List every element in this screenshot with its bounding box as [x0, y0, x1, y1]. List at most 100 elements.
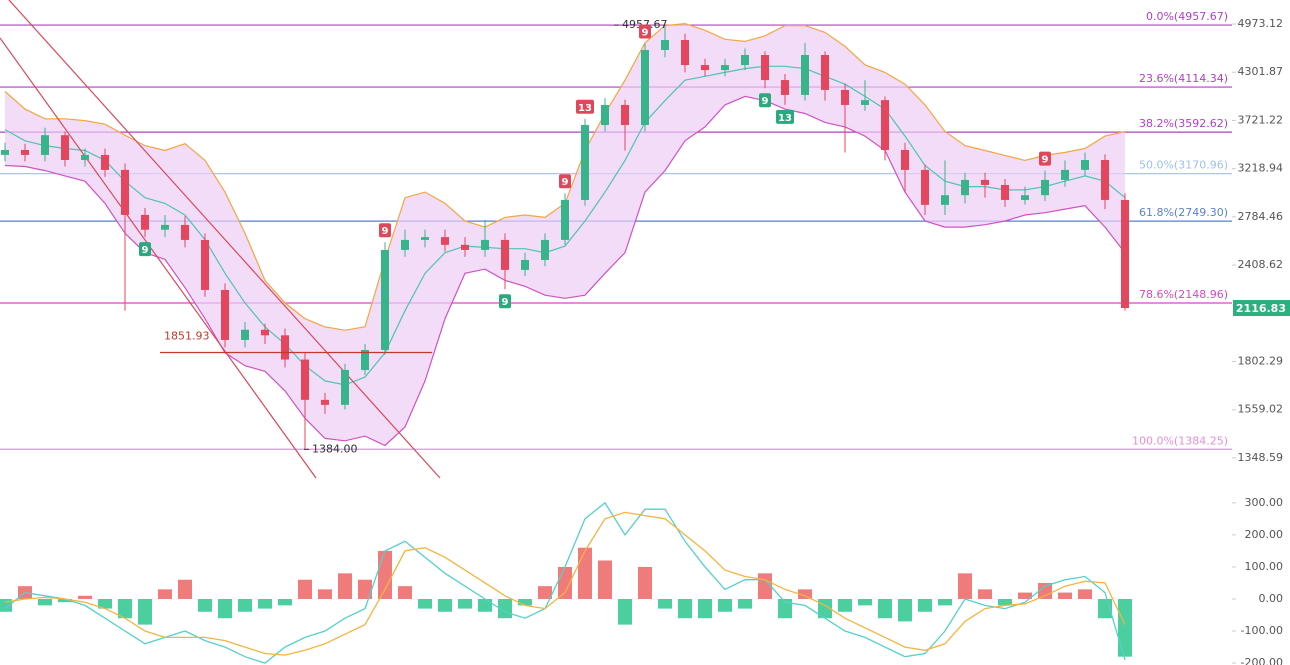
histogram-bar: [238, 598, 252, 612]
histogram-bar: [598, 560, 612, 599]
td-box: [499, 294, 511, 309]
candle-body: [981, 179, 989, 185]
histogram-bar: [258, 598, 272, 609]
histogram-bar: [378, 550, 392, 599]
candle-body: [221, 289, 229, 340]
y-tick-label: 2784.46: [1238, 210, 1284, 223]
channel-line: [8, 0, 441, 479]
candle-body: [1041, 179, 1049, 196]
td-label: 9: [642, 28, 649, 39]
histogram-bar: [478, 598, 492, 612]
y-tick-label: 1348.59: [1238, 451, 1284, 464]
signal-line: [4, 511, 1126, 656]
histogram-bar: [678, 598, 692, 619]
histogram-bar: [318, 589, 332, 599]
candle-body: [661, 40, 669, 50]
price-axis: 4973.12 4301.87 3721.22 3218.94 2784.46 2408.…: [1232, 17, 1290, 665]
candle-body: [81, 154, 89, 160]
td-label: 9: [142, 245, 149, 256]
td-label: 9: [562, 177, 569, 188]
candle-body: [181, 224, 189, 240]
td-marker: 9: [559, 174, 571, 189]
histogram-bar: [338, 573, 352, 599]
td-label: 9: [762, 96, 769, 107]
td-box: [559, 174, 571, 189]
candle-body: [121, 169, 129, 215]
histogram-bar: [578, 547, 592, 599]
price-pane: 0.0%(4957.67) 23.6%(4114.34) 38.2%(3592.62…: [0, 0, 1232, 479]
channel-line: [0, 37, 317, 479]
histogram-bar: [1078, 589, 1092, 599]
histogram-bar: [218, 598, 232, 619]
candle-body: [461, 244, 469, 250]
candle-body: [741, 54, 749, 66]
y-tick-label: 4301.87: [1238, 65, 1284, 78]
candle-body: [761, 54, 769, 81]
candle-body: [641, 49, 649, 125]
td-label: 13: [778, 113, 792, 124]
td-label: 13: [578, 103, 592, 114]
candle-body: [321, 399, 329, 405]
histogram-bar: [158, 589, 172, 599]
histogram-bar: [58, 598, 72, 603]
candle-body: [1021, 195, 1029, 200]
candle-body: [621, 104, 629, 125]
candle-body: [101, 154, 109, 170]
histogram-bar: [398, 586, 412, 599]
candle-body: [241, 329, 249, 340]
td-marker: 13: [776, 109, 794, 124]
candle-body: [341, 369, 349, 405]
level-label: 1851.93: [164, 329, 210, 342]
fib-label: 38.2%(3592.62): [1139, 117, 1228, 130]
histogram-bar: [978, 589, 992, 599]
y-tick-label: 300.00: [1245, 496, 1284, 509]
candle-body: [921, 169, 929, 205]
candle-body: [481, 239, 489, 250]
candles: [1, 25, 1129, 450]
candle-body: [801, 54, 809, 95]
histogram-bar: [358, 579, 372, 599]
candle-body: [721, 65, 729, 71]
candle-body: [1061, 169, 1069, 180]
fib-label: 78.6%(2148.96): [1139, 288, 1228, 301]
td-marker: 9: [639, 24, 651, 39]
price-note: 1384.00: [312, 442, 358, 455]
candle-body: [401, 239, 409, 250]
histogram-bar: [1058, 592, 1072, 599]
td-label: 9: [502, 297, 509, 308]
y-tick-label: 3218.94: [1238, 162, 1284, 175]
td-label: 9: [1042, 155, 1049, 166]
candle-body: [821, 54, 829, 90]
histogram-bar: [718, 598, 732, 612]
macd-line: [4, 501, 1126, 664]
candle-body: [501, 239, 509, 270]
histogram-bar: [998, 598, 1012, 606]
histogram-bar: [638, 566, 652, 599]
td-marker: 9: [139, 242, 151, 257]
td-marker: 9: [499, 294, 511, 309]
candle-body: [21, 149, 29, 155]
candle-body: [441, 237, 449, 245]
histogram-bar: [538, 586, 552, 599]
histogram-bar: [518, 598, 532, 606]
histogram-bar: [658, 598, 672, 609]
candle-body: [561, 199, 569, 240]
candle-body: [881, 100, 889, 150]
candle-body: [201, 239, 209, 290]
td-marker: 9: [759, 93, 771, 108]
y-tick-label: 1802.29: [1238, 355, 1284, 368]
histogram-bar: [1038, 582, 1052, 599]
y-tick-label: 100.00: [1245, 560, 1284, 573]
td-box: [1039, 151, 1051, 166]
candle-body: [521, 259, 529, 270]
candle-body: [961, 179, 969, 196]
histogram-bar: [938, 598, 952, 606]
histogram-bar: [918, 598, 932, 612]
histogram-bar: [458, 598, 472, 609]
band-basis: [4, 65, 1126, 386]
histogram-bar: [1118, 598, 1132, 657]
histogram-bar: [198, 598, 212, 612]
histogram-bar: [798, 589, 812, 599]
histogram-bar: [958, 573, 972, 599]
